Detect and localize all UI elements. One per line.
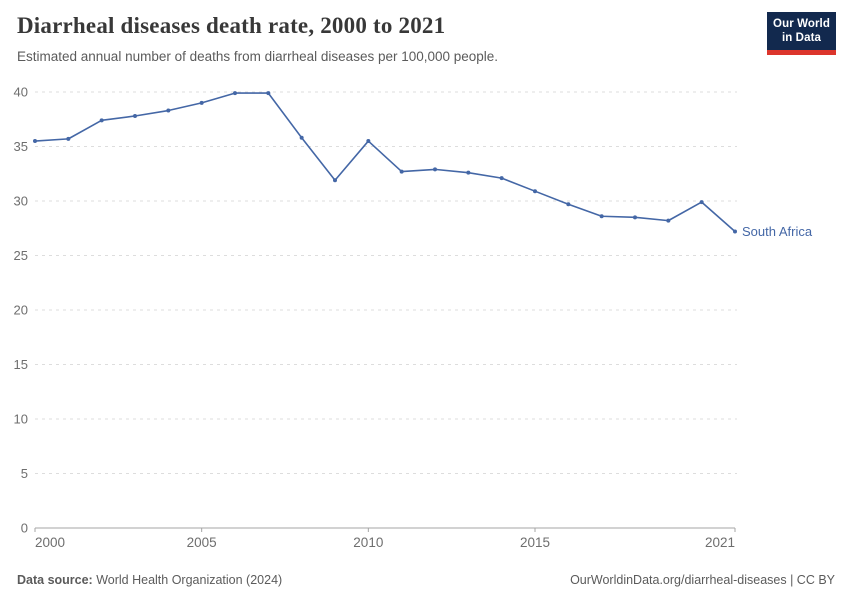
series-end-label[interactable]: South Africa: [742, 224, 813, 239]
data-point-2013[interactable]: [466, 170, 471, 175]
x-tick-label-2005: 2005: [187, 535, 217, 550]
data-point-2005[interactable]: [199, 100, 204, 105]
attribution-link[interactable]: OurWorldinData.org/diarrheal-diseases | …: [570, 573, 835, 587]
chart-subtitle: Estimated annual number of deaths from d…: [17, 48, 499, 64]
y-tick-label-15: 15: [14, 357, 28, 372]
y-tick-label-30: 30: [14, 194, 28, 209]
data-source-text: World Health Organization (2024): [92, 573, 283, 587]
data-point-2011[interactable]: [399, 169, 404, 174]
data-point-2020[interactable]: [699, 200, 704, 205]
data-point-2004[interactable]: [166, 108, 171, 113]
data-source-label: Data source:: [17, 573, 93, 587]
chart-canvas: 0 5 10 15 20 25 30 35 40 2000 2005 2010 2015 2021 Sout…: [0, 75, 850, 555]
data-point-2009[interactable]: [333, 178, 337, 183]
data-point-2001[interactable]: [66, 136, 71, 141]
data-point-2012[interactable]: [433, 167, 437, 172]
x-tick-label-2000: 2000: [35, 535, 65, 550]
data-point-2010[interactable]: [366, 139, 371, 144]
data-point-2002[interactable]: [99, 118, 104, 123]
data-source-note: Data source: World Health Organization (…: [17, 573, 282, 587]
x-tick-label-2015: 2015: [520, 535, 550, 550]
series-line-south-africa[interactable]: [34, 92, 736, 233]
page-title: Diarrheal diseases death rate, 2000 to 2…: [17, 13, 446, 38]
y-tick-label-40: 40: [14, 85, 28, 100]
y-tick-label-0: 0: [21, 521, 28, 536]
owid-logo[interactable]: Our World in Data: [767, 12, 836, 55]
line-chart-svg: 0 5 10 15 20 25 30 35 40 2000 2005 2010 2015 2021 Sout…: [14, 85, 813, 551]
data-point-2008[interactable]: [299, 135, 304, 140]
data-point-2021[interactable]: [733, 229, 737, 234]
y-tick-label-10: 10: [14, 412, 28, 427]
data-point-2018[interactable]: [633, 215, 637, 220]
chart-footer: Data source: World Health Organization (…: [17, 573, 835, 587]
data-point-2003[interactable]: [133, 113, 137, 118]
chart-header: Diarrheal diseases death rate, 2000 to 2…: [17, 12, 750, 65]
data-point-2017[interactable]: [599, 214, 604, 219]
x-tick-label-2021: 2021: [705, 535, 735, 550]
data-point-2019[interactable]: [666, 218, 671, 223]
data-point-2000[interactable]: [33, 139, 37, 144]
data-point-2016[interactable]: [566, 202, 571, 207]
data-point-2007[interactable]: [266, 91, 271, 96]
x-tick-label-2010: 2010: [353, 535, 383, 550]
data-point-2014[interactable]: [499, 176, 504, 181]
owid-logo-line1: Our World: [773, 17, 830, 30]
owid-logo-line2: in Data: [781, 32, 822, 44]
data-point-2006[interactable]: [233, 91, 237, 96]
data-point-2015[interactable]: [533, 189, 537, 194]
y-tick-label-25: 25: [14, 248, 28, 263]
y-tick-label-20: 20: [14, 303, 28, 318]
y-tick-label-5: 5: [21, 466, 28, 481]
y-tick-label-35: 35: [14, 139, 28, 154]
